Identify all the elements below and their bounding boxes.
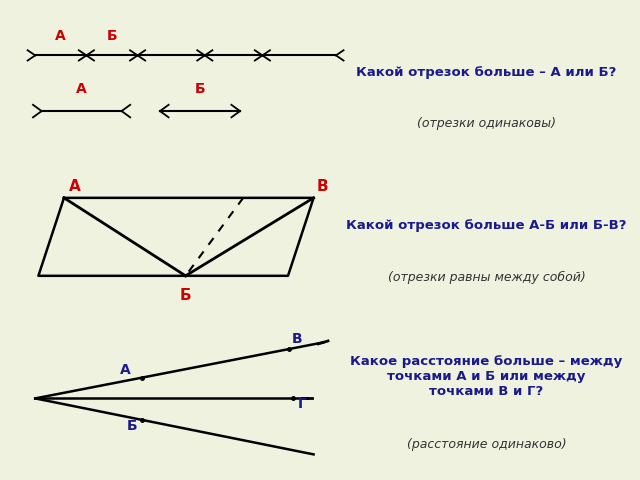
Text: Г: Г bbox=[298, 397, 307, 411]
Text: Б: Б bbox=[127, 419, 138, 433]
Text: Б: Б bbox=[180, 288, 191, 303]
Text: А: А bbox=[76, 82, 87, 96]
Text: Какой отрезок больше – А или Б?: Какой отрезок больше – А или Б? bbox=[356, 66, 616, 79]
Text: Б: Б bbox=[107, 29, 117, 43]
Text: Б: Б bbox=[195, 82, 205, 96]
Text: В: В bbox=[317, 179, 328, 194]
Text: А: А bbox=[120, 363, 131, 377]
Text: (отрезки равны между собой): (отрезки равны между собой) bbox=[388, 271, 585, 284]
Text: (отрезки одинаковы): (отрезки одинаковы) bbox=[417, 117, 556, 130]
Text: А: А bbox=[56, 29, 66, 43]
Text: Какое расстояние больше – между
точками А и Б или между
точками В и Г?: Какое расстояние больше – между точками … bbox=[350, 355, 623, 398]
Text: А: А bbox=[69, 179, 81, 194]
Text: (расстояние одинаково): (расстояние одинаково) bbox=[406, 438, 566, 451]
Text: В: В bbox=[292, 332, 303, 346]
Text: Какой отрезок больше А-Б или Б-В?: Какой отрезок больше А-Б или Б-В? bbox=[346, 219, 627, 232]
